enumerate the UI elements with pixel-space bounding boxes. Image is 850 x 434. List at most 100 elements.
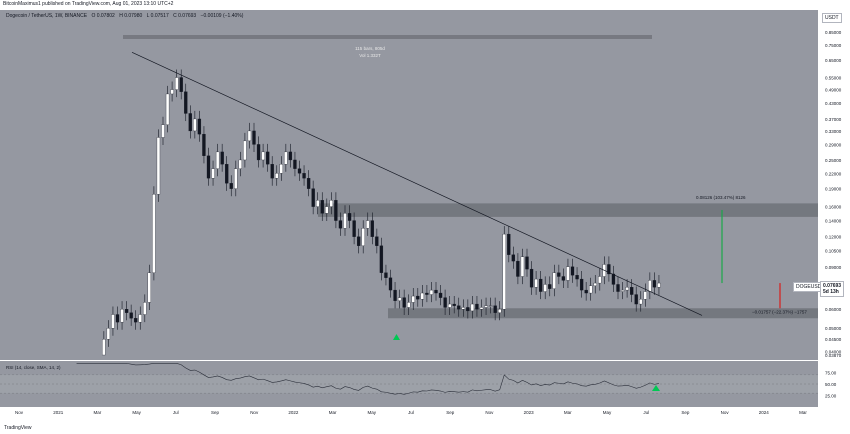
candle-down bbox=[630, 287, 634, 295]
candle-down bbox=[611, 273, 616, 285]
candle-up bbox=[366, 220, 370, 229]
candle-up bbox=[620, 289, 625, 292]
x-tick-label: May bbox=[368, 410, 377, 415]
candle-down bbox=[507, 233, 511, 255]
candle-down bbox=[306, 178, 311, 189]
candle-down bbox=[197, 118, 202, 135]
upside-measure-label: 0.08126 (103.47%) 8126 bbox=[696, 195, 746, 200]
candle-up bbox=[152, 194, 156, 273]
x-tick-label: Jul bbox=[643, 410, 649, 415]
candle-down bbox=[356, 236, 361, 246]
x-tick-label: Mar bbox=[329, 410, 337, 415]
candle-up bbox=[243, 140, 247, 161]
candle-down bbox=[452, 303, 456, 306]
candle-down bbox=[188, 113, 192, 132]
candle-down bbox=[297, 168, 302, 174]
candle-down bbox=[516, 260, 520, 277]
tradingview-logo[interactable]: TradingView bbox=[4, 425, 32, 431]
candle-up bbox=[215, 151, 220, 169]
candle-up bbox=[657, 282, 661, 288]
y-tick-label: 0.49000 bbox=[825, 88, 842, 93]
candle-down bbox=[561, 276, 566, 281]
candle-up bbox=[234, 168, 238, 189]
candle-up bbox=[261, 151, 265, 161]
currency-badge[interactable]: USDT bbox=[822, 13, 842, 23]
candle-down bbox=[220, 151, 224, 165]
candle-up bbox=[147, 272, 152, 303]
candle-up bbox=[106, 328, 111, 340]
candle-down bbox=[438, 292, 443, 298]
rsi-label: RSI (14, close, SMA, 14, 2) bbox=[6, 365, 61, 370]
candle-up bbox=[138, 314, 142, 323]
candle-up bbox=[488, 305, 493, 307]
y-tick-label: 0.55000 bbox=[825, 76, 842, 81]
candle-down bbox=[466, 307, 470, 312]
y-tick-label: 0.37000 bbox=[825, 117, 842, 122]
x-tick-label: 2022 bbox=[288, 410, 299, 415]
bar-countdown: 5d 13h bbox=[823, 289, 839, 295]
x-tick-label: Sep bbox=[211, 410, 220, 415]
y-tick-label: 0.05000 bbox=[825, 326, 842, 331]
candle-down bbox=[293, 159, 297, 169]
candle-down bbox=[225, 164, 229, 184]
y-tick-label: 0.43000 bbox=[825, 101, 842, 106]
y-tick-label: 0.10500 bbox=[825, 249, 842, 254]
x-tick-label: May bbox=[132, 410, 141, 415]
candle-up bbox=[648, 280, 652, 292]
ohlc-open: O 0.07802 bbox=[91, 13, 115, 19]
y-tick-label: 0.12000 bbox=[825, 235, 842, 240]
candle-down bbox=[557, 272, 561, 277]
x-tick-label: 2021 bbox=[53, 410, 64, 415]
symbol-name[interactable]: Dogecoin / TetherUS, 1W, BINANCE bbox=[6, 13, 88, 19]
descending-trendline bbox=[131, 51, 703, 316]
x-tick-label: 2023 bbox=[524, 410, 535, 415]
candle-up bbox=[247, 130, 252, 142]
candle-up bbox=[447, 303, 452, 308]
candle-up bbox=[502, 233, 506, 310]
candle-down bbox=[256, 144, 261, 161]
rsi-tick-label: 75.00 bbox=[825, 371, 837, 376]
candle-down bbox=[302, 173, 306, 179]
candle-up bbox=[316, 200, 320, 207]
ohlc-close: C 0.07693 bbox=[173, 13, 197, 19]
ohlc-low: L 0.07517 bbox=[146, 13, 169, 19]
x-tick-label: Sep bbox=[681, 410, 690, 415]
y-tick-label: 0.14000 bbox=[825, 219, 842, 224]
candle-down bbox=[443, 297, 447, 308]
price-axis[interactable] bbox=[818, 10, 850, 407]
candle-down bbox=[539, 278, 543, 292]
candle-down bbox=[416, 295, 420, 300]
bars-range-band bbox=[123, 35, 652, 39]
candle-down bbox=[579, 278, 584, 291]
rsi-line bbox=[76, 362, 660, 395]
candle-up bbox=[165, 93, 170, 125]
candle-down bbox=[634, 294, 638, 305]
candle-down bbox=[570, 266, 575, 276]
candle-down bbox=[115, 314, 120, 323]
x-tick-label: Nov bbox=[250, 410, 259, 415]
downside-measure-label: −0.01757 (−22.37%) −1757 bbox=[752, 310, 807, 315]
candle-down bbox=[334, 200, 338, 221]
candle-down bbox=[347, 213, 352, 221]
candle-up bbox=[407, 302, 411, 308]
candle-down bbox=[425, 292, 429, 295]
symbol-legend: Dogecoin / TetherUS, 1W, BINANCE O 0.078… bbox=[6, 13, 246, 19]
candle-down bbox=[525, 256, 529, 270]
candle-down bbox=[475, 303, 479, 310]
candle-down bbox=[338, 220, 343, 229]
candle-up bbox=[170, 89, 174, 95]
x-tick-label: Mar bbox=[564, 410, 572, 415]
candle-up bbox=[361, 228, 365, 246]
candle-up bbox=[325, 206, 329, 214]
candle-up bbox=[461, 307, 465, 310]
candle-down bbox=[375, 236, 379, 246]
x-tick-label: Mar bbox=[799, 410, 807, 415]
green-triangle-marker bbox=[393, 334, 400, 340]
candle-up bbox=[470, 303, 475, 312]
candle-up bbox=[143, 302, 147, 315]
candle-up bbox=[343, 213, 347, 229]
candle-down bbox=[607, 264, 611, 275]
candle-up bbox=[479, 307, 484, 310]
resistance-zone bbox=[318, 203, 818, 217]
candle-down bbox=[352, 220, 356, 237]
